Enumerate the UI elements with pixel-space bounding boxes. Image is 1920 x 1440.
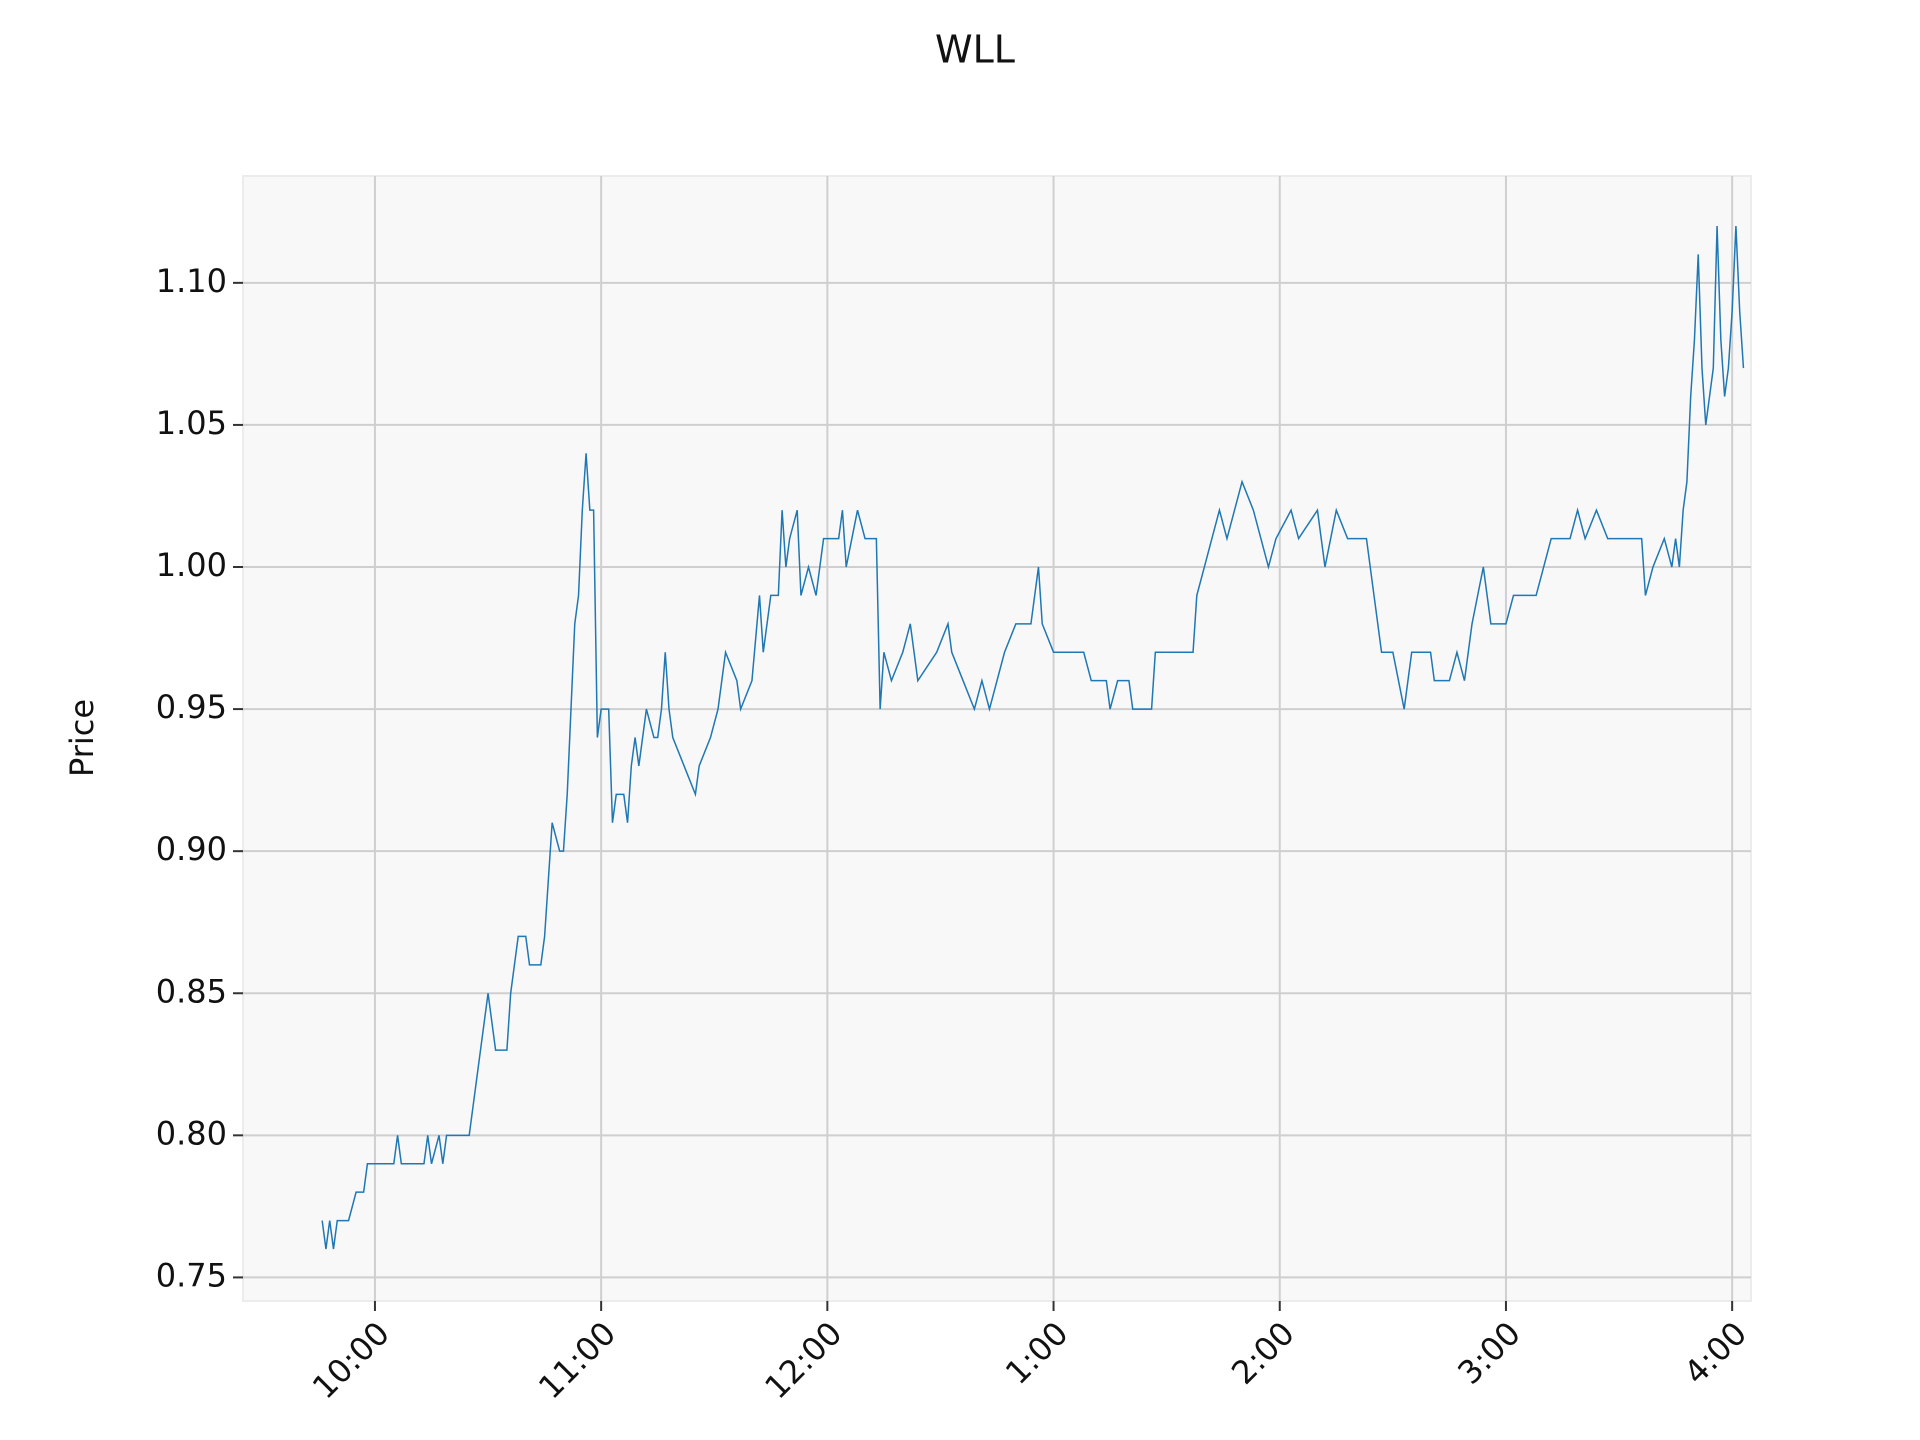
chart-title: WLL (935, 28, 1015, 72)
price-line (321, 225, 1745, 1250)
y-tick-label: 0.75 (156, 1256, 227, 1294)
plot-area (242, 175, 1752, 1302)
y-tick-label: 1.05 (156, 404, 227, 442)
y-tick-label: 0.95 (156, 688, 227, 726)
y-tick-label: 1.10 (156, 262, 227, 300)
y-tick-label: 0.80 (156, 1114, 227, 1152)
y-tick-label: 0.90 (156, 830, 227, 868)
y-tick-label: 1.00 (156, 546, 227, 584)
y-tick-label: 0.85 (156, 972, 227, 1010)
y-axis-label: Price (63, 699, 101, 777)
